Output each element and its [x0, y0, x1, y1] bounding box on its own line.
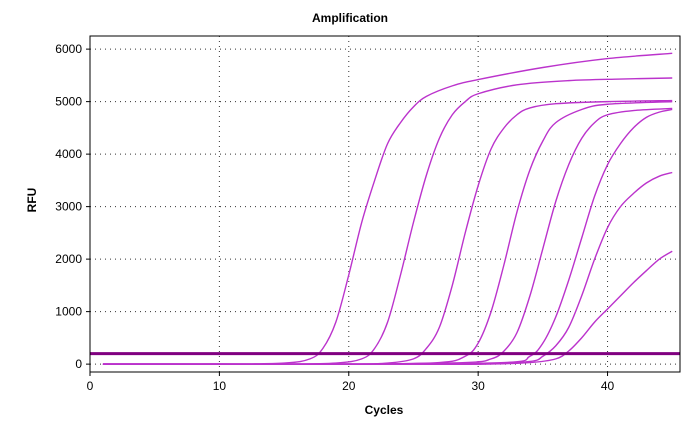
- x-axis-label: Cycles: [365, 403, 404, 417]
- x-tick-label: 40: [601, 379, 615, 393]
- amplification-curve-5: [102, 107, 673, 365]
- y-axis: 0 1000 2000 3000 4000 5000 6000: [55, 42, 90, 371]
- y-tick-label: 4000: [55, 147, 82, 161]
- chart-title: Amplification: [312, 11, 388, 25]
- y-tick-label: 6000: [55, 42, 82, 56]
- y-axis-label: RFU: [25, 188, 39, 213]
- amplification-curve-8: [102, 250, 673, 365]
- x-tick-label: 10: [213, 379, 227, 393]
- amplification-curve-7: [102, 171, 673, 366]
- amplification-curve-1: [102, 52, 673, 365]
- y-tick-label: 3000: [55, 200, 82, 214]
- amplification-curve-4: [102, 100, 673, 365]
- curve-group: [102, 52, 673, 366]
- x-tick-label: 20: [342, 379, 356, 393]
- y-tick-label: 0: [75, 357, 82, 371]
- x-axis: 0 10 20 30 40: [87, 372, 615, 393]
- y-tick-label: 1000: [55, 305, 82, 319]
- y-tick-label: 5000: [55, 95, 82, 109]
- plot-frame: [89, 35, 681, 373]
- amplification-curve-3: [102, 99, 673, 365]
- x-tick-label: 30: [471, 379, 485, 393]
- y-tick-label: 2000: [55, 252, 82, 266]
- x-tick-label: 0: [87, 379, 94, 393]
- grid: [90, 36, 680, 372]
- amplification-curve-6: [102, 108, 673, 365]
